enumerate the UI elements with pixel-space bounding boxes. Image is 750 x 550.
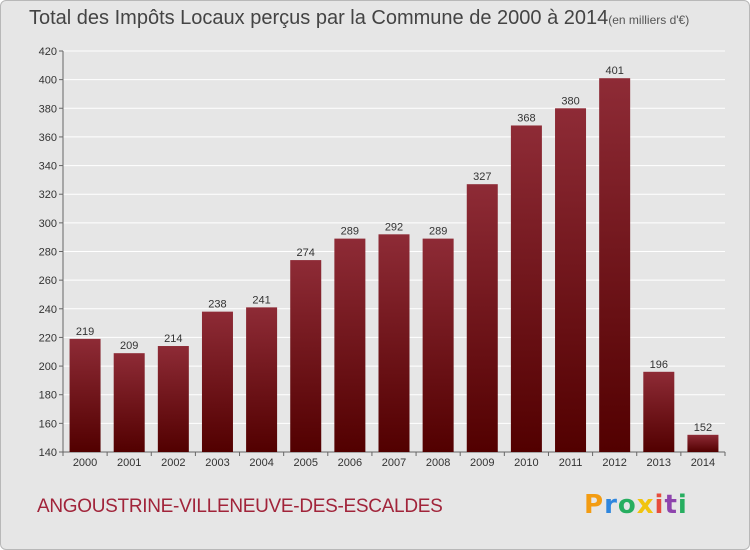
logo-letter: t	[664, 490, 678, 520]
logo-letter: P	[584, 490, 605, 520]
bar	[643, 371, 675, 452]
x-tick-label: 2002	[161, 457, 185, 469]
chart-title: Total des Impôts Locaux perçus par la Co…	[29, 7, 689, 30]
logo-letter: o	[617, 490, 637, 520]
logo-letter: i	[677, 490, 688, 520]
bar	[687, 434, 719, 452]
bar	[246, 307, 278, 452]
y-tick-label: 320	[39, 189, 57, 201]
x-tick-label: 2008	[426, 457, 450, 469]
x-tick-label: 2004	[249, 457, 273, 469]
x-tick-label: 2003	[205, 457, 229, 469]
y-tick-label: 420	[39, 46, 57, 58]
bar	[378, 234, 410, 452]
bar	[201, 311, 233, 452]
bar	[555, 108, 587, 453]
data-label: 219	[76, 326, 94, 338]
data-label: 238	[208, 299, 226, 311]
data-label: 214	[164, 333, 182, 345]
y-tick-label: 260	[39, 275, 57, 287]
bar	[69, 338, 101, 452]
y-tick-label: 180	[39, 390, 57, 402]
chart-unit: (en milliers d'€)	[608, 13, 690, 27]
x-tick-label: 2011	[559, 457, 583, 469]
x-tick-label: 2006	[338, 457, 362, 469]
data-label: 196	[650, 359, 668, 371]
x-tick-label: 2012	[602, 457, 626, 469]
x-tick-label: 2000	[73, 457, 97, 469]
x-tick-label: 2013	[647, 457, 671, 469]
commune-name: ANGOUSTRINE-VILLENEUVE-DES-ESCALDES	[37, 496, 443, 517]
y-tick-label: 200	[39, 361, 57, 373]
bar	[334, 238, 366, 452]
x-tick-label: 2005	[293, 457, 317, 469]
y-tick-label: 140	[39, 447, 57, 459]
y-tick-label: 300	[39, 218, 57, 230]
x-axis-ticks: 2000 2001 2002 2003 2004 2005 2006 2007 2008 2009…	[62, 452, 726, 469]
y-tick-label: 240	[39, 304, 57, 316]
y-tick-label: 400	[39, 75, 57, 87]
bar	[510, 125, 542, 452]
data-label: 209	[120, 340, 138, 352]
data-label: 368	[517, 112, 535, 124]
y-tick-label: 340	[39, 161, 57, 173]
chart-title-text: Total des Impôts Locaux perçus par la Co…	[29, 7, 609, 29]
y-tick-label: 360	[39, 132, 57, 144]
proxiti-logo: Proxiti	[584, 490, 688, 520]
bar	[113, 353, 145, 452]
bar	[466, 184, 498, 453]
bars	[69, 78, 719, 453]
x-tick-label: 2001	[117, 457, 141, 469]
data-label: 289	[429, 226, 447, 238]
y-tick-label: 160	[39, 418, 57, 430]
y-axis-ticks: 140 160 180 200 220 240 260 280 300 320 340 360 380 4…	[39, 46, 63, 459]
x-tick-label: 2010	[514, 457, 538, 469]
bar	[290, 260, 322, 452]
bar	[599, 78, 631, 452]
data-label: 401	[605, 65, 623, 77]
data-label: 241	[252, 294, 270, 306]
data-label: 152	[694, 422, 712, 434]
logo-letter: x	[636, 490, 655, 520]
bar	[157, 346, 189, 452]
bar	[422, 238, 454, 452]
data-labels: 219 209 214 238 241 274 289 292 289 327 368 380 401 1…	[76, 65, 712, 434]
y-tick-label: 220	[39, 332, 57, 344]
data-label: 327	[473, 171, 491, 183]
y-tick-label: 380	[39, 103, 57, 115]
logo-letter: i	[654, 490, 665, 520]
data-label: 274	[297, 247, 315, 259]
data-label: 289	[341, 226, 359, 238]
x-tick-label: 2014	[691, 457, 715, 469]
y-tick-label: 280	[39, 247, 57, 259]
data-label: 292	[385, 221, 403, 233]
data-label: 380	[561, 95, 579, 107]
x-tick-label: 2007	[382, 457, 406, 469]
logo-letter: r	[604, 490, 618, 520]
x-tick-label: 2009	[470, 457, 494, 469]
